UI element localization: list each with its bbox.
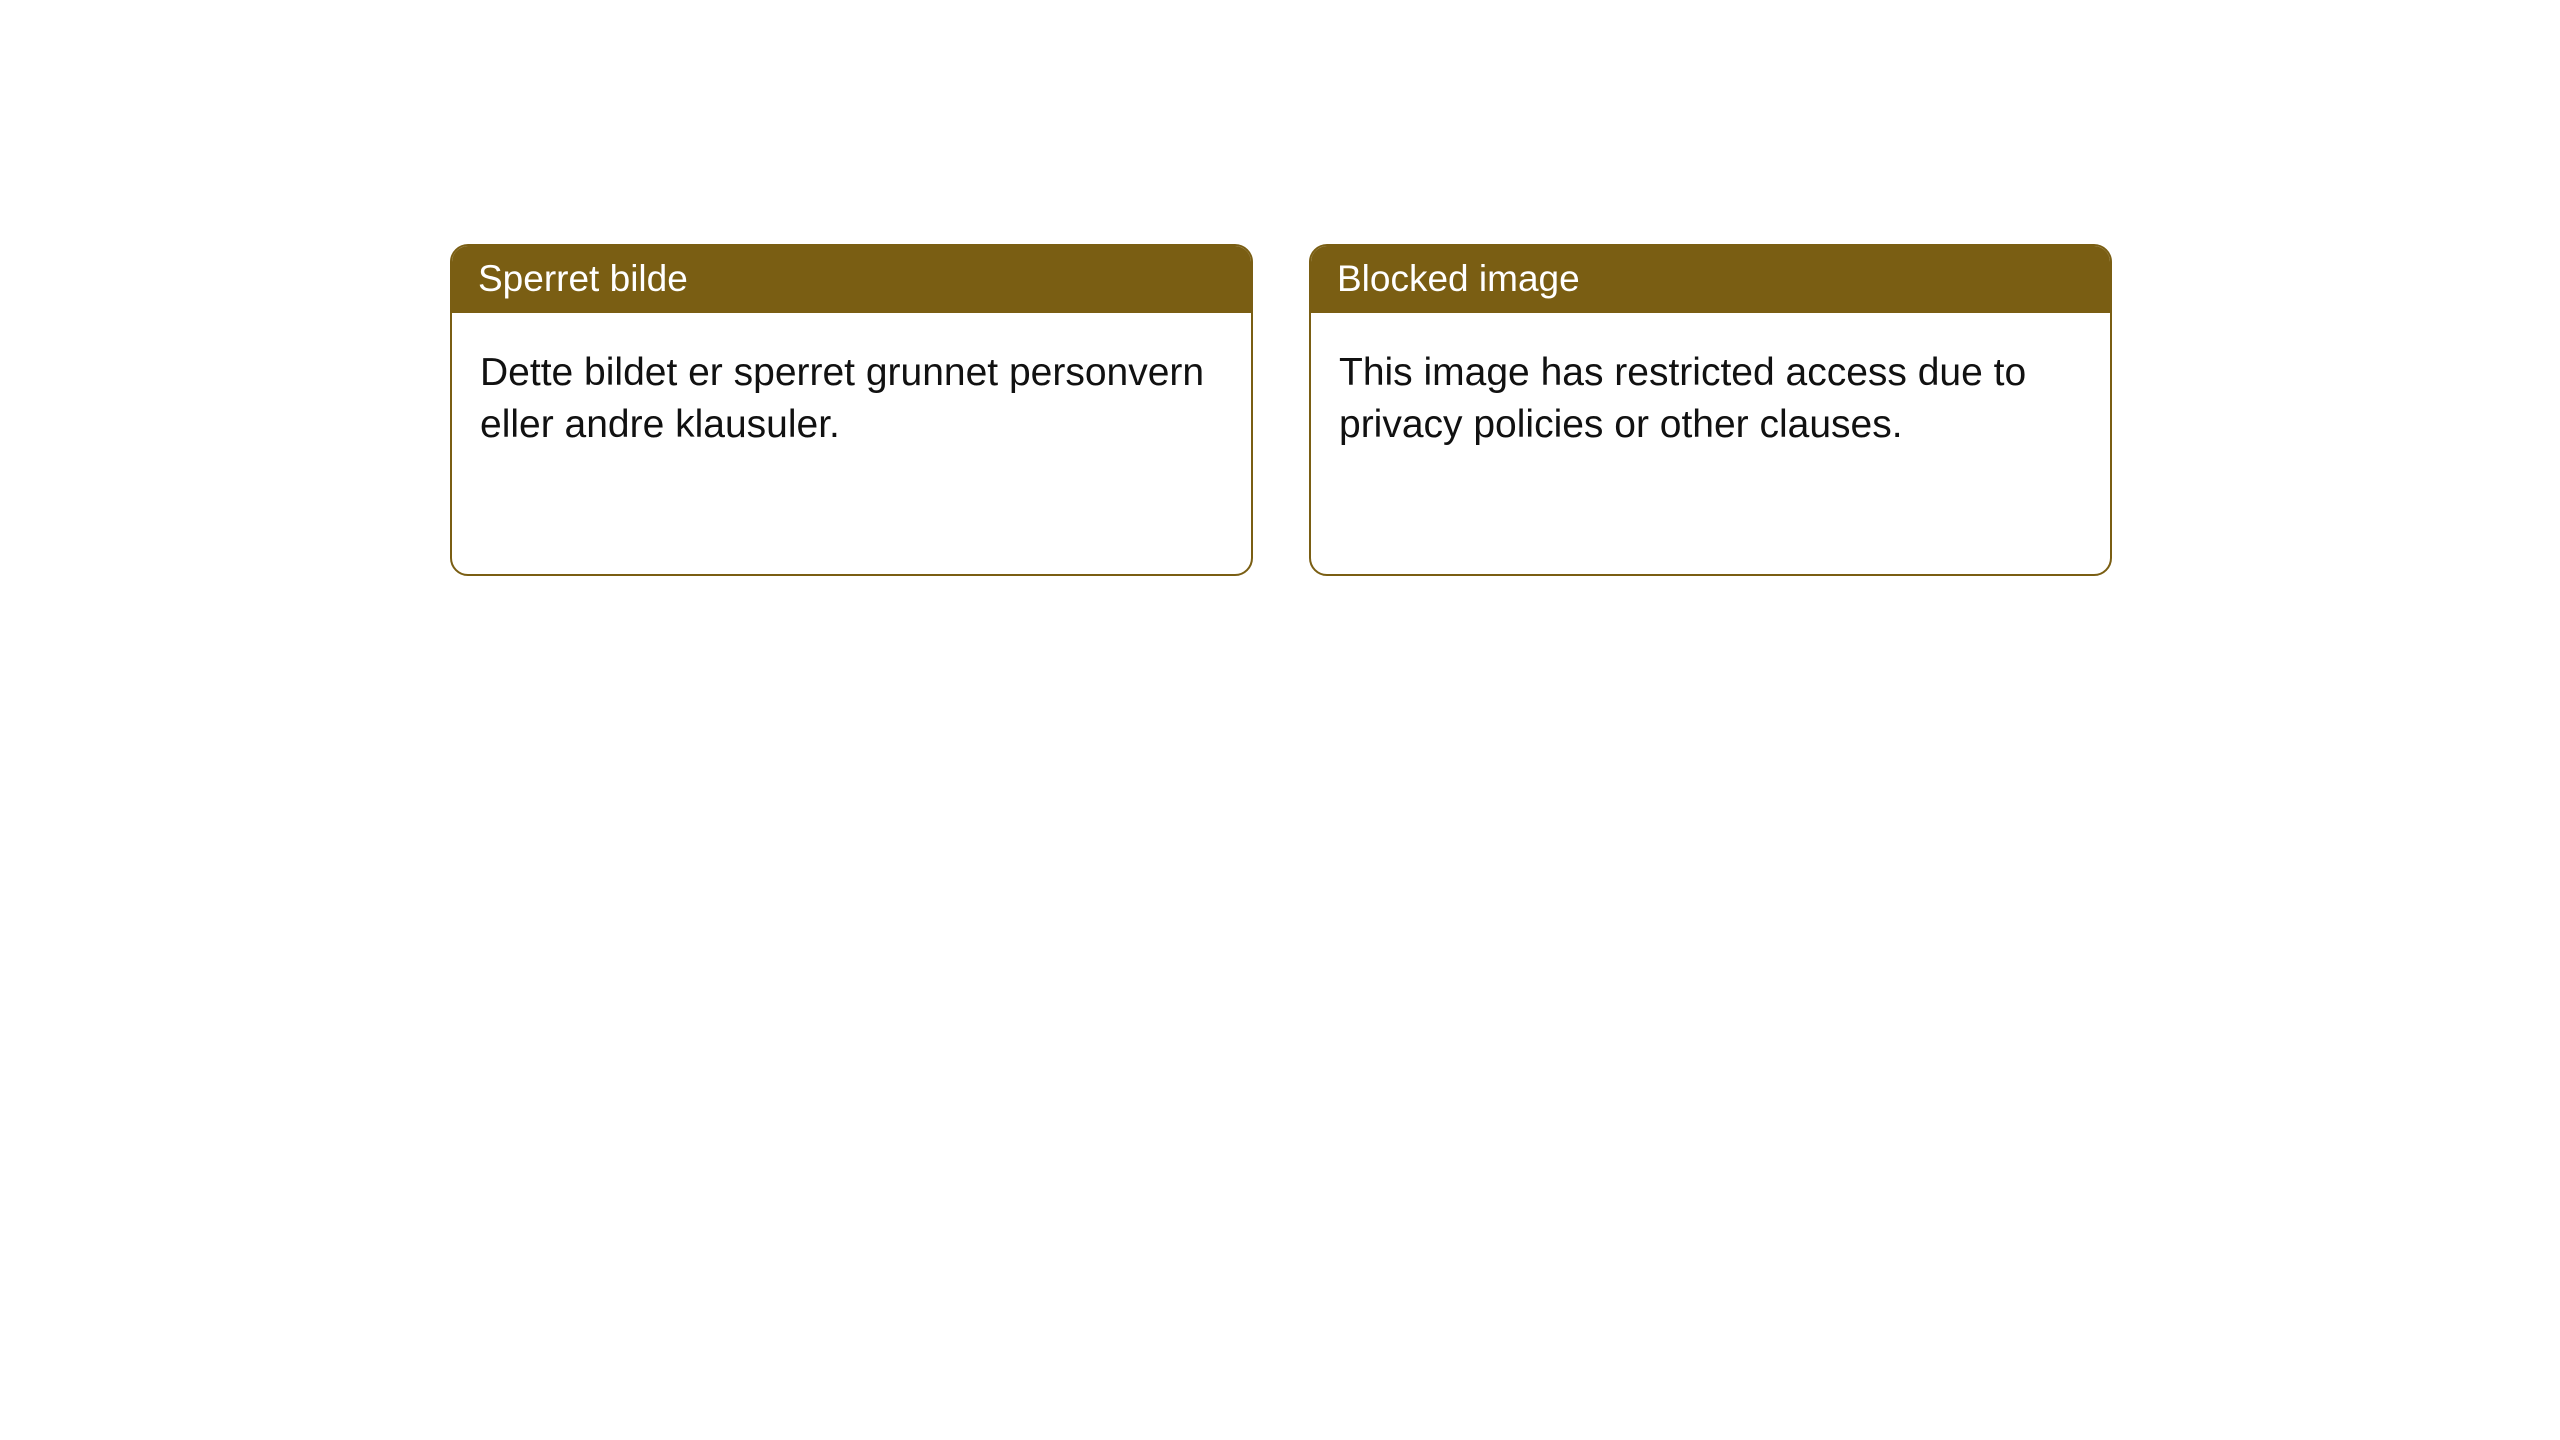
notice-card-english: Blocked image This image has restricted … [1309, 244, 2112, 576]
notice-title: Sperret bilde [478, 258, 688, 299]
notice-header: Sperret bilde [452, 246, 1251, 313]
notice-container: Sperret bilde Dette bildet er sperret gr… [0, 0, 2560, 576]
notice-body: Dette bildet er sperret grunnet personve… [452, 313, 1251, 479]
notice-header: Blocked image [1311, 246, 2110, 313]
notice-message: Dette bildet er sperret grunnet personve… [480, 351, 1204, 446]
notice-title: Blocked image [1337, 258, 1580, 299]
notice-card-norwegian: Sperret bilde Dette bildet er sperret gr… [450, 244, 1253, 576]
notice-body: This image has restricted access due to … [1311, 313, 2110, 479]
notice-message: This image has restricted access due to … [1339, 351, 2026, 446]
